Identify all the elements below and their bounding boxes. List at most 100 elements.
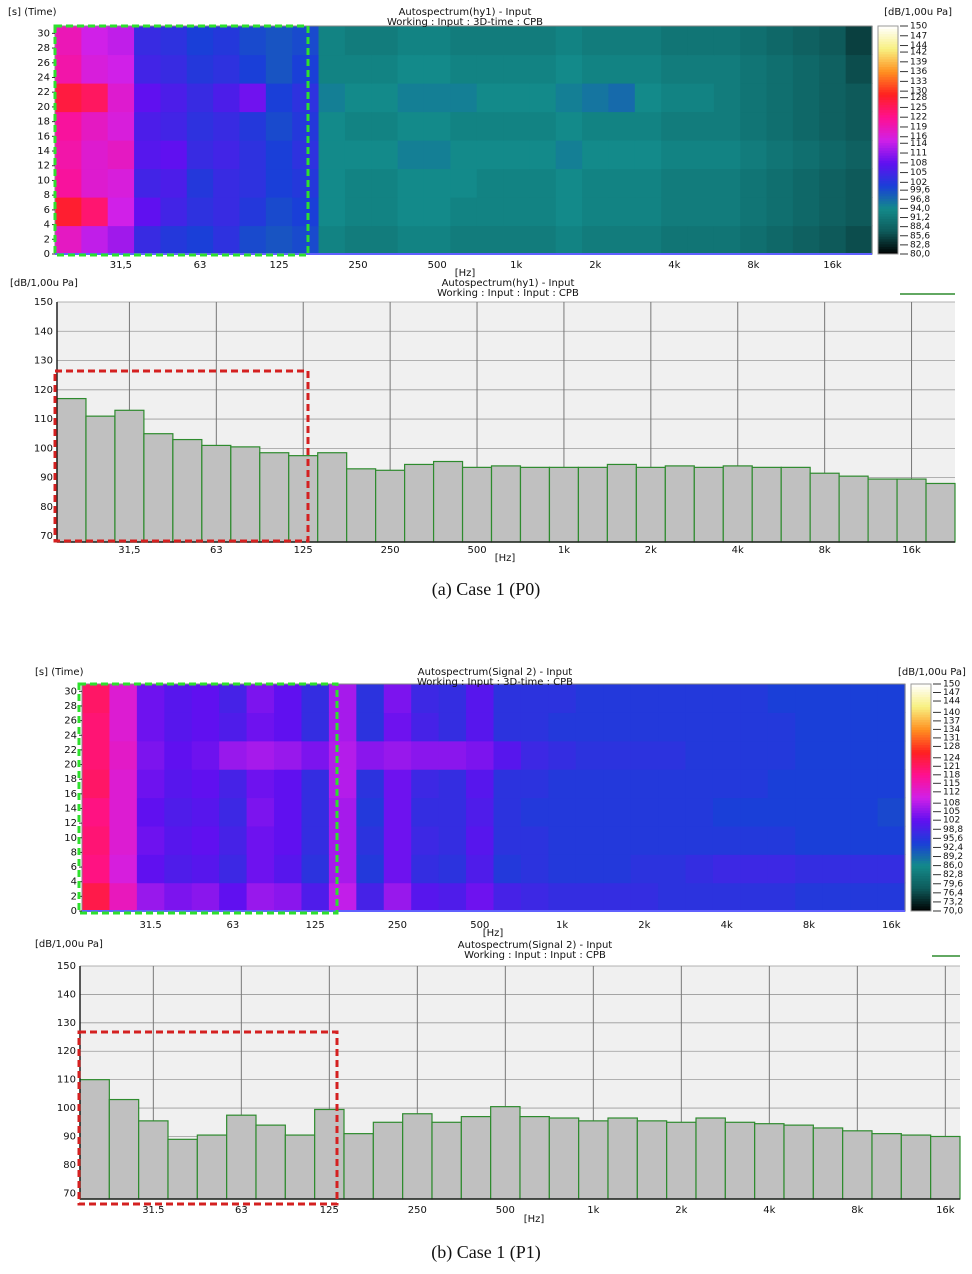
heat-cell	[634, 225, 662, 255]
y-tick-label: 12	[37, 161, 50, 172]
y-tick-label: 0	[44, 249, 50, 260]
heat-cell	[213, 197, 241, 227]
y-tick-label: 100	[57, 1103, 76, 1114]
heat-cell	[160, 140, 188, 170]
heat-cell	[82, 684, 111, 713]
heat-cell	[792, 140, 820, 170]
colorbar-slice	[878, 165, 898, 169]
colorbar-slice	[878, 89, 898, 93]
y-tick-label: 28	[37, 43, 50, 54]
y-tick-label: 140	[57, 989, 76, 1000]
colorbar-slice	[878, 132, 898, 136]
bar	[519, 466, 551, 543]
heat-cell	[548, 797, 577, 827]
colorbar-slice	[911, 895, 931, 899]
bar	[751, 466, 782, 543]
heat-cell	[219, 882, 248, 912]
heat-cell	[134, 197, 162, 227]
bar	[607, 1117, 638, 1200]
bar	[460, 1115, 492, 1200]
x-tick-label: 63	[210, 545, 223, 556]
colorbar-tick-label: 92,4	[943, 843, 963, 853]
bar	[838, 475, 869, 543]
colorbar-slice	[911, 792, 931, 796]
heat-cell	[555, 83, 583, 113]
heat-cell	[55, 225, 82, 255]
heat-cell	[81, 54, 109, 84]
heat-cell	[134, 26, 162, 56]
heat-cell	[371, 54, 399, 84]
heat-cell	[548, 684, 577, 713]
heat-cell	[685, 854, 714, 884]
heat-cell	[191, 797, 220, 827]
colorbar-slice	[911, 764, 931, 768]
colorbar-tick-label: 94,0	[910, 204, 930, 214]
heat-cell	[55, 197, 82, 227]
bar	[201, 444, 232, 543]
heat-cell	[423, 111, 451, 141]
heat-cell	[493, 740, 522, 770]
heat-cell	[792, 83, 820, 113]
x-tick-label: 1k	[556, 920, 568, 931]
heat-cell	[186, 83, 214, 113]
heat-cell	[344, 225, 372, 255]
heat-cell	[634, 54, 662, 84]
heat-cell	[740, 769, 769, 799]
colorbar-slice	[911, 747, 931, 751]
colorbar-slice	[911, 908, 931, 912]
heat-cell	[822, 740, 851, 770]
bar	[343, 1133, 374, 1200]
bar	[432, 460, 464, 543]
x-tick-label: 16k	[936, 1205, 955, 1216]
heat-cell	[186, 140, 214, 170]
heat-cell	[466, 740, 495, 770]
y-tick-label: 26	[64, 716, 77, 727]
colorbar-slice	[878, 193, 898, 197]
heat-cell	[792, 197, 820, 227]
colorbar-slice	[878, 248, 898, 252]
y-tick-label: 20	[37, 102, 50, 113]
heat-cell	[877, 882, 906, 912]
colorbar-tick-label: 144	[943, 697, 960, 707]
heat-cell	[371, 111, 399, 141]
heat-cell	[685, 797, 714, 827]
heat-cell	[82, 769, 111, 799]
colorbar-slice	[911, 850, 931, 854]
y-tick-label: 8	[71, 847, 77, 858]
bar	[577, 466, 608, 543]
colorbar-tick-label: 128	[943, 742, 960, 752]
heat-cell	[292, 168, 320, 198]
heat-cell	[819, 54, 847, 84]
x-tick-label: 16k	[882, 920, 901, 931]
heat-cell	[658, 712, 687, 742]
chart-subtitle: Working : Input : 3D-time : CPB	[417, 677, 573, 688]
heat-cell	[634, 26, 662, 56]
heat-cell	[792, 225, 820, 255]
heat-cell	[246, 740, 275, 770]
heat-cell	[164, 797, 193, 827]
y-tick-label: 130	[34, 356, 53, 367]
colorbar-slice	[911, 787, 931, 791]
heat-cell	[109, 740, 138, 770]
heat-cell	[476, 111, 504, 141]
heat-cell	[603, 712, 632, 742]
y-tick-label: 30	[37, 28, 50, 39]
colorbar-slice	[911, 802, 931, 806]
heat-cell	[423, 26, 451, 56]
heat-cell	[845, 111, 873, 141]
heat-cell	[383, 684, 412, 713]
colorbar-slice	[911, 684, 931, 688]
heat-cell	[740, 168, 768, 198]
heat-cell	[213, 140, 241, 170]
heat-cell	[792, 26, 820, 56]
heat-cell	[766, 54, 794, 84]
heat-cell	[548, 740, 577, 770]
colorbar-slice	[911, 734, 931, 738]
y-tick-label: 2	[44, 234, 50, 245]
chart-layer: 0246810121416182022242628301501471441421…	[8, 7, 966, 1263]
colorbar-slice	[911, 736, 931, 740]
heat-cell	[136, 712, 165, 742]
heat-cell	[134, 140, 162, 170]
heat-cell	[548, 854, 577, 884]
heat-cell	[450, 26, 478, 56]
